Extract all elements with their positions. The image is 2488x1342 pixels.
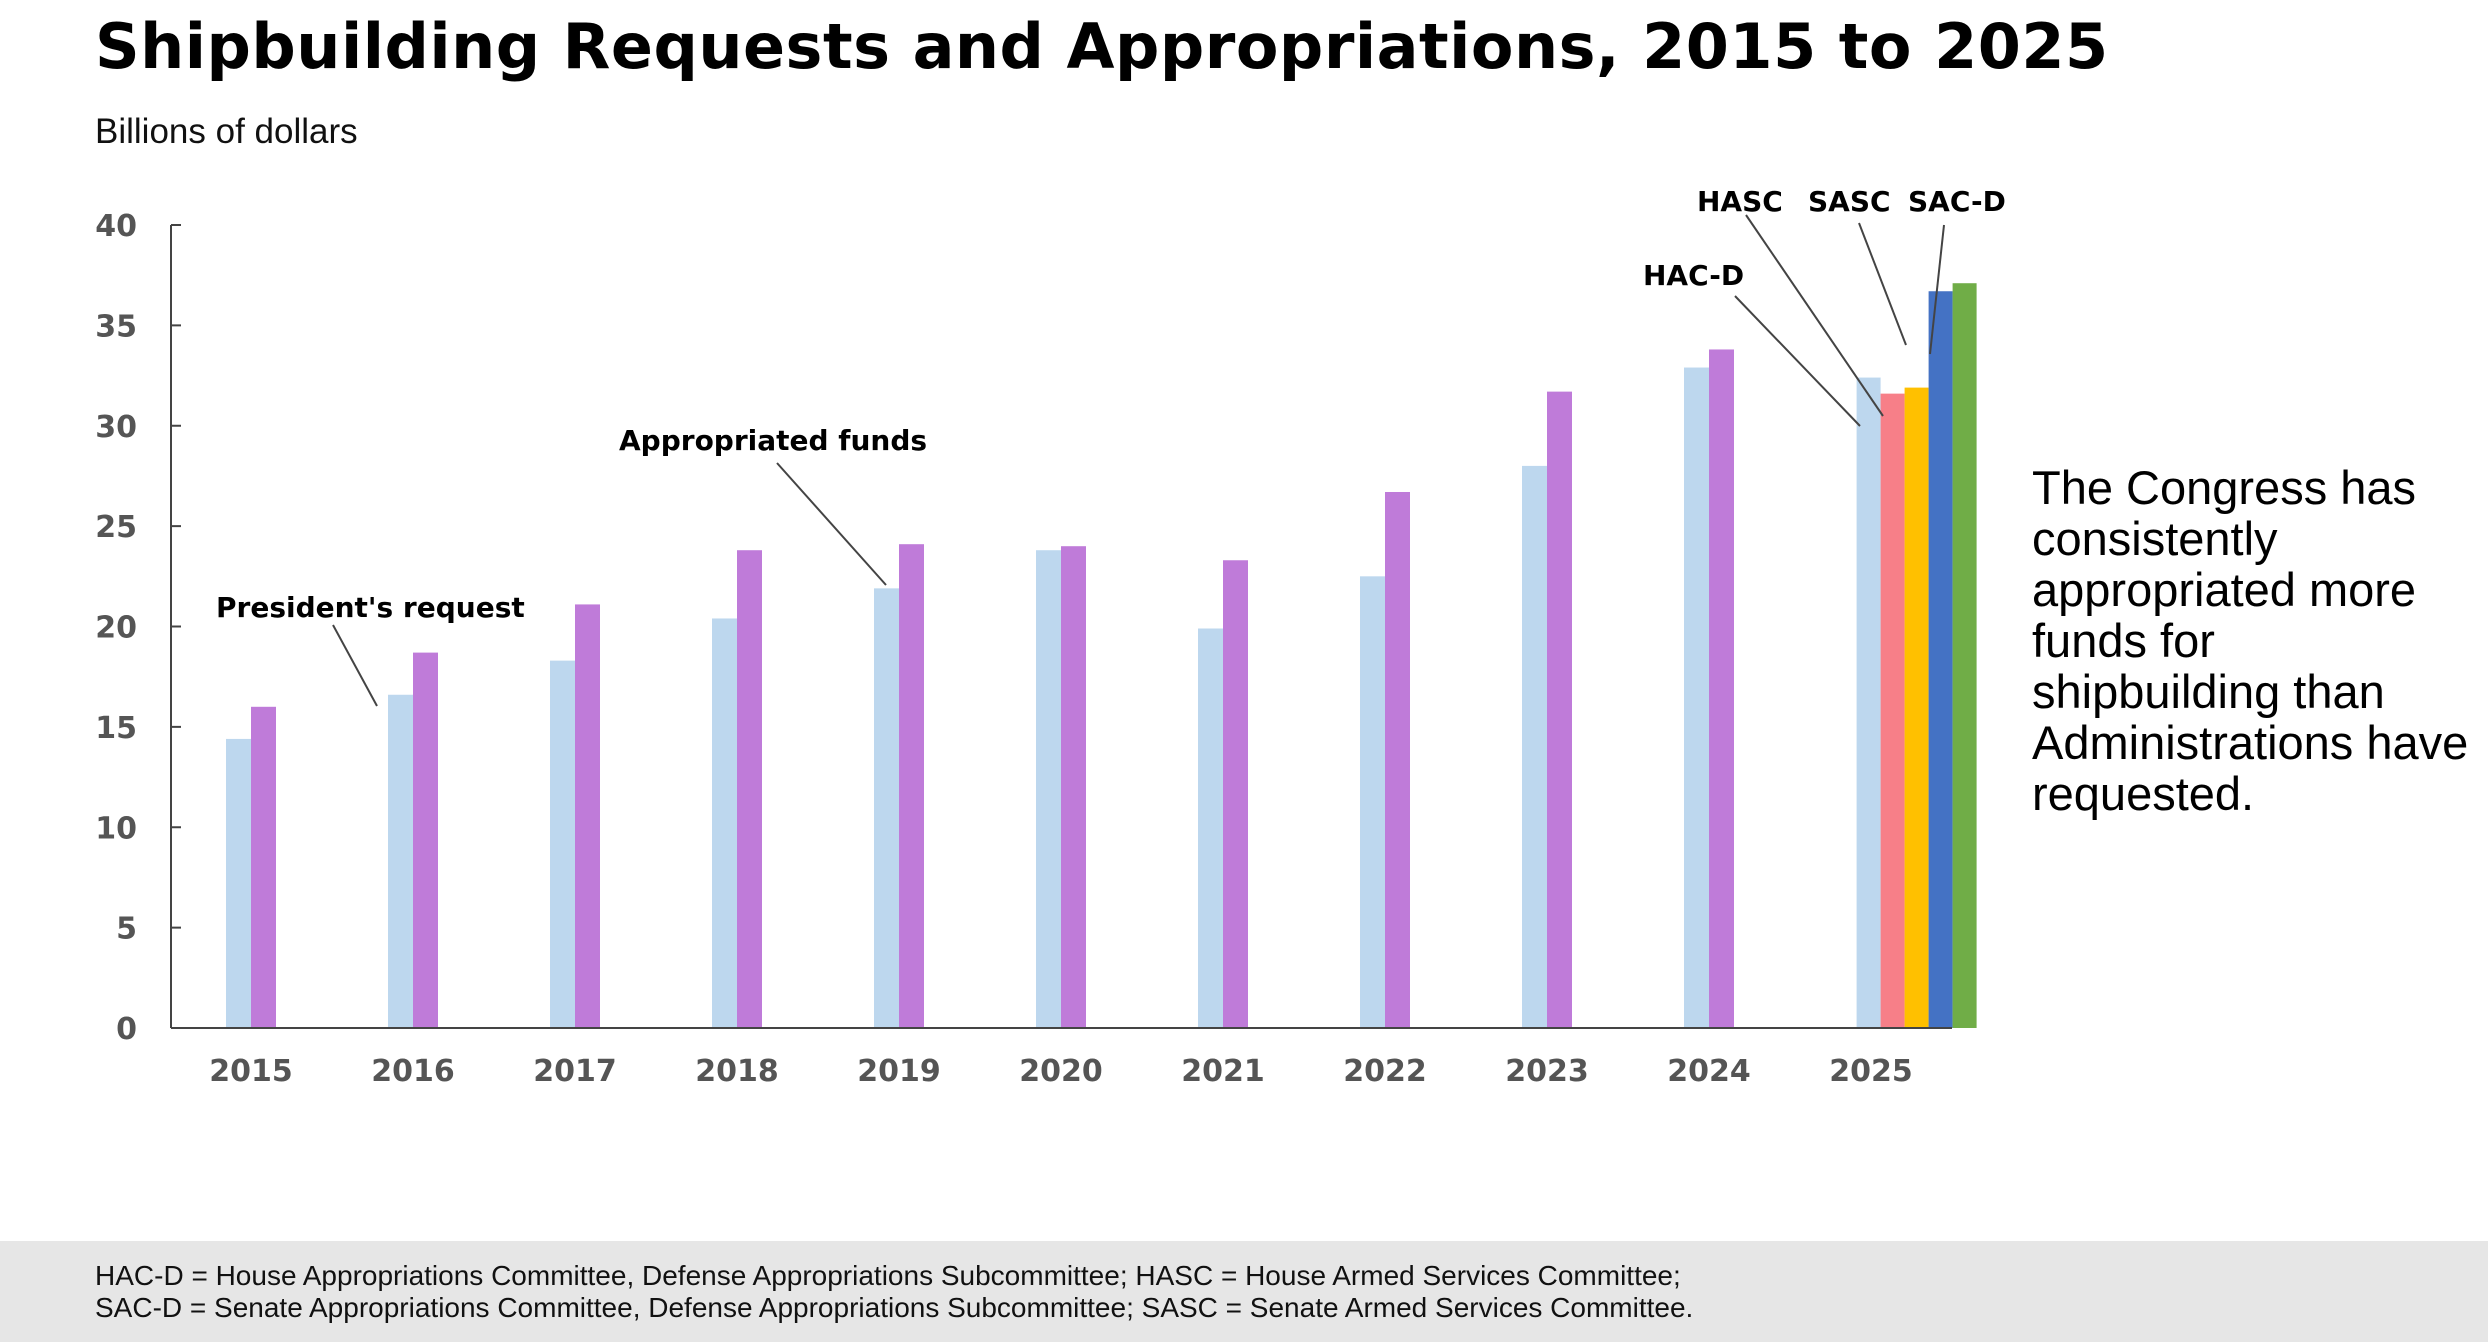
bar-president-s-request-2017	[550, 660, 575, 1028]
x-tick-label: 2020	[1019, 1054, 1103, 1089]
x-tick-label: 2015	[209, 1054, 293, 1089]
bar-appropriated-funds-2016	[413, 652, 438, 1028]
x-tick-label: 2024	[1667, 1054, 1751, 1089]
y-tick-label: 10	[95, 811, 137, 846]
bar-appropriated-funds-2019	[899, 544, 924, 1028]
bar-appropriated-funds-2024	[1709, 349, 1734, 1029]
y-tick-label: 0	[116, 1012, 137, 1047]
y-axis-unit-label: Billions of dollars	[95, 112, 358, 151]
y-tick-label: 25	[95, 510, 137, 545]
bar-president-s-request-2015	[226, 738, 251, 1028]
annotation-leader-line	[1734, 295, 1861, 427]
footnote-line-1: HAC-D = House Appropriations Committee, …	[95, 1260, 1681, 1291]
bar-hasc-2025	[1904, 387, 1929, 1028]
annotation-leader-line	[1929, 224, 1945, 355]
annotation-leader-line	[1858, 222, 1907, 346]
annotation-sacd: SAC-D	[1908, 185, 2006, 218]
bar-president-s-request-2023	[1522, 465, 1547, 1028]
annotation-presidents-request: President's request	[216, 591, 525, 624]
page-title: Shipbuilding Requests and Appropriations…	[95, 10, 2109, 83]
y-tick-label: 20	[95, 611, 137, 646]
annotation-sasc: SASC	[1808, 185, 1891, 218]
bar-appropriated-funds-2015	[251, 706, 276, 1028]
bar-sasc-2025	[1928, 291, 1953, 1028]
bar-hac-d-2025	[1880, 393, 1905, 1028]
x-tick-label: 2022	[1343, 1054, 1427, 1089]
annotation-leader-line	[1745, 214, 1884, 417]
annotations: President's request Appropriated funds H…	[216, 185, 2006, 707]
takeaway-text: The Congress has consistently appropriat…	[2032, 461, 2469, 820]
annotation-hacd: HAC-D	[1643, 259, 1744, 292]
y-tick-label: 15	[95, 711, 137, 746]
bars-group	[226, 283, 1977, 1029]
bar-sac-d-2025	[1952, 283, 1977, 1028]
x-tick-label: 2021	[1181, 1054, 1265, 1089]
y-tick-label: 35	[95, 309, 137, 344]
x-tick-label: 2018	[695, 1054, 779, 1089]
bar-president-s-request-2018	[712, 618, 737, 1028]
bar-president-s-request-2025	[1856, 377, 1881, 1028]
x-tick-label: 2023	[1505, 1054, 1589, 1089]
bar-appropriated-funds-2023	[1547, 391, 1572, 1028]
y-tick-label: 40	[95, 209, 137, 244]
y-tick-label: 5	[116, 912, 137, 947]
footnote-band: HAC-D = House Appropriations Committee, …	[0, 1241, 2488, 1342]
bar-appropriated-funds-2020	[1061, 546, 1086, 1028]
bar-president-s-request-2016	[388, 694, 413, 1028]
annotation-leader-line	[332, 624, 378, 707]
x-tick-label: 2025	[1829, 1054, 1913, 1089]
bar-president-s-request-2021	[1198, 628, 1223, 1028]
bar-president-s-request-2022	[1360, 576, 1385, 1028]
bar-president-s-request-2019	[874, 588, 899, 1028]
axes-group: 2015 2016 2017 2018 2019 2020 2021 2022 2023 2024…	[95, 209, 1952, 1089]
bar-appropriated-funds-2017	[575, 604, 600, 1028]
x-tick-label: 2019	[857, 1054, 941, 1089]
annotation-appropriated-funds: Appropriated funds	[619, 424, 927, 457]
footnote-line-2: SAC-D = Senate Appropriations Committee,…	[95, 1292, 1694, 1323]
x-tick-label: 2017	[533, 1054, 617, 1089]
annotation-leader-line	[776, 462, 887, 586]
bar-appropriated-funds-2022	[1385, 491, 1410, 1028]
y-tick-label: 30	[95, 410, 137, 445]
x-tick-label: 2016	[371, 1054, 455, 1089]
bar-president-s-request-2020	[1036, 550, 1061, 1028]
bar-appropriated-funds-2018	[737, 550, 762, 1028]
bar-appropriated-funds-2021	[1223, 560, 1248, 1028]
annotation-hasc: HASC	[1697, 185, 1783, 218]
bar-president-s-request-2024	[1684, 367, 1709, 1029]
